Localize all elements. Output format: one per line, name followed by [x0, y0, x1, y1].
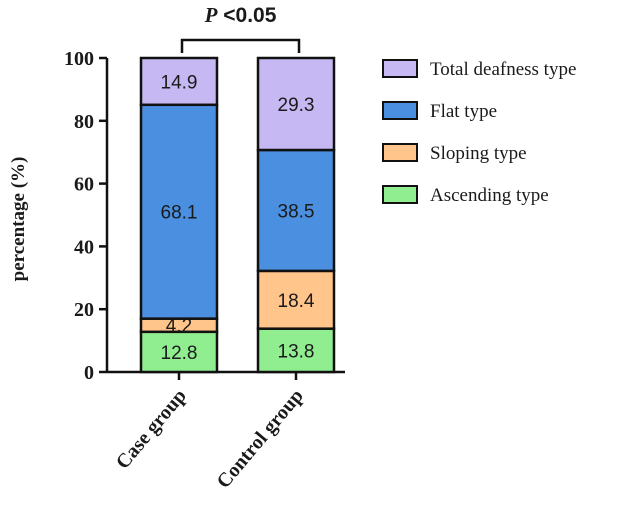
data-label: 38.5 [278, 201, 315, 222]
significance-bracket [180, 38, 301, 53]
data-label: 68.1 [161, 203, 198, 224]
y-axis-title: percentage (%) [8, 157, 29, 282]
data-label: 18.4 [278, 291, 315, 312]
legend-label-ascending-type: Ascending type [430, 185, 549, 206]
significance-annotation: P <0.05 [204, 3, 277, 27]
legend-label-total-deafness-type: Total deafness type [430, 59, 576, 80]
data-label: 12.8 [161, 343, 198, 364]
y-tick-label: 20 [74, 299, 94, 321]
legend-swatch-sloping-type [382, 143, 418, 162]
data-label: 14.9 [161, 72, 198, 93]
plot-area: 0 20 40 60 80 100 percentage (%) 12.8 4.2 68.1 14.… [8, 3, 345, 493]
legend-label-flat-type: Flat type [430, 101, 497, 122]
bar-segment-control-group-flat-type [256, 148, 336, 273]
legend-swatch-flat-type [382, 101, 418, 120]
y-tick-label: 40 [74, 236, 94, 258]
legend: Total deafness type Flat type Sloping type… [382, 59, 576, 206]
legend-swatch-ascending-type [382, 185, 418, 204]
y-tick-label: 80 [74, 111, 94, 133]
y-tick-label: 100 [64, 48, 94, 70]
bar-segment-case-group-flat-type [139, 103, 219, 320]
x-tick-label: Case group [112, 385, 191, 473]
bar-segment-control-group-total-deafness-type [256, 56, 336, 152]
data-label: 29.3 [278, 95, 315, 116]
data-label: 13.8 [278, 341, 315, 362]
bar-segment-case-group-ascending-type [139, 330, 219, 374]
y-tick-label: 60 [74, 174, 94, 196]
x-tick-label: Control group [213, 385, 308, 493]
legend-label-sloping-type: Sloping type [430, 143, 527, 164]
legend-swatch-total-deafness-type [382, 59, 418, 78]
bar-segment-case-group-total-deafness-type [139, 56, 219, 107]
data-label: 4.2 [166, 316, 192, 337]
y-tick-label: 0 [84, 362, 94, 384]
